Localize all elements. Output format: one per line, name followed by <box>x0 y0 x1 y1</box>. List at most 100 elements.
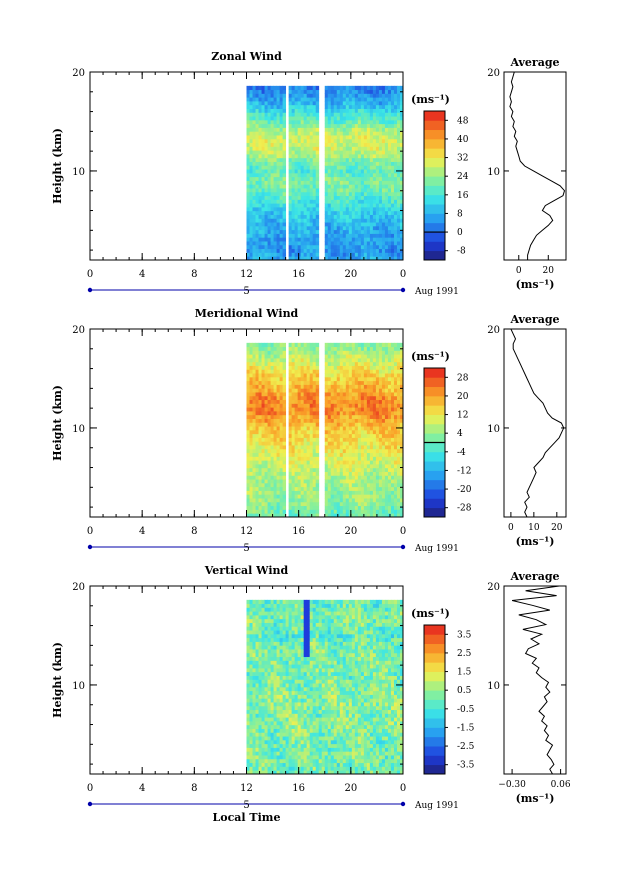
heatmap-cell <box>327 490 332 495</box>
heatmap-cell <box>390 207 395 212</box>
heatmap-cell <box>249 108 253 113</box>
heatmap-cell <box>261 127 265 132</box>
heatmap-cell <box>387 494 392 499</box>
heatmap-cell <box>354 225 359 231</box>
heatmap-cell <box>267 467 271 472</box>
heatmap-cell <box>294 218 299 223</box>
heatmap-cell <box>291 342 296 348</box>
heatmap-cell <box>330 384 335 389</box>
heatmap-cell <box>324 384 329 389</box>
heatmap-cell <box>378 403 383 408</box>
heatmap-cell <box>369 207 374 212</box>
heatmap-cell <box>258 89 262 94</box>
heatmap-cell <box>336 479 341 484</box>
heatmap-cell <box>330 203 335 208</box>
heatmap-cell <box>333 422 338 427</box>
heatmap-cell <box>342 127 347 132</box>
heatmap-cell <box>366 411 371 416</box>
heatmap-cell <box>372 358 377 363</box>
heatmap-cell <box>309 399 314 404</box>
heatmap-cell <box>315 509 320 514</box>
heatmap-cell <box>300 513 305 518</box>
x-tick-label: 12 <box>240 269 253 280</box>
heatmap-cell <box>399 237 404 242</box>
heatmap-cell <box>291 229 296 234</box>
heatmap-cell <box>333 509 338 514</box>
heatmap-cell <box>333 199 338 204</box>
heatmap-cell <box>258 135 262 140</box>
heatmap-cell <box>246 369 250 374</box>
heatmap-cell <box>357 445 362 450</box>
heatmap-cell <box>273 180 277 185</box>
heatmap-cell <box>372 354 377 359</box>
heatmap-cell <box>399 482 404 488</box>
heatmap-cell <box>390 448 395 454</box>
heatmap-cell <box>369 358 374 363</box>
heatmap-cell <box>276 399 281 404</box>
heatmap-cell <box>327 452 332 457</box>
heatmap-cell <box>333 104 338 109</box>
heatmap-cell <box>273 244 277 250</box>
heatmap-cell <box>246 407 250 412</box>
heatmap-cell <box>369 471 374 476</box>
heatmap-cell <box>381 437 386 442</box>
heatmap-cell <box>360 365 365 370</box>
y-tick-label: 10 <box>72 424 85 435</box>
heatmap-cell <box>279 93 284 98</box>
heatmap-cell <box>258 218 262 223</box>
heatmap-cell <box>249 180 253 185</box>
heatmap-cell <box>297 418 302 423</box>
heatmap-cell <box>315 237 320 242</box>
heatmap-cell <box>375 112 380 117</box>
heatmap-cell <box>312 505 317 510</box>
heatmap-cell <box>270 452 274 457</box>
heatmap-cell <box>324 433 329 438</box>
heatmap-cell <box>279 501 284 507</box>
heatmap-cell <box>336 154 341 159</box>
heatmap-cell <box>300 97 305 102</box>
heatmap-cell <box>258 403 262 408</box>
heatmap-cell <box>246 755 250 760</box>
heatmap-cell <box>381 108 386 113</box>
heatmap-cell <box>396 191 401 197</box>
heatmap-cell <box>387 244 392 250</box>
y-axis-label: Height (km) <box>51 385 64 461</box>
heatmap-cell <box>261 486 265 491</box>
heatmap-cell <box>270 191 274 197</box>
heatmap-cell <box>369 464 374 469</box>
heatmap-cell <box>279 407 284 412</box>
heatmap-cell <box>360 448 365 454</box>
colorbar-tick-label: 16 <box>457 191 469 201</box>
heatmap-cell <box>309 123 314 128</box>
heatmap-cell <box>399 479 404 484</box>
heatmap-cell <box>357 513 362 518</box>
heatmap-cell <box>267 199 271 204</box>
heatmap-cell <box>246 161 250 166</box>
heatmap-cell <box>264 146 268 151</box>
heatmap-cell <box>333 448 338 454</box>
heatmap-cell <box>342 399 347 404</box>
heatmap-cell <box>345 441 350 446</box>
heatmap-cell <box>366 384 371 389</box>
heatmap-cell <box>363 256 368 261</box>
heatmap-cell <box>276 395 281 401</box>
heatmap-cell <box>294 505 299 510</box>
heatmap-cell <box>294 426 299 431</box>
heatmap-cell <box>315 399 320 404</box>
heatmap-cell <box>246 154 250 159</box>
heatmap-cell <box>273 361 277 366</box>
heatmap-cell <box>357 191 362 197</box>
heatmap-cell <box>276 119 281 125</box>
heatmap-cell <box>297 384 302 389</box>
heatmap-cell <box>273 441 277 446</box>
heatmap-cell <box>306 501 311 507</box>
heatmap-cell <box>282 191 287 197</box>
heatmap-cell <box>255 191 259 197</box>
heatmap-cell <box>333 218 338 223</box>
heatmap-cell <box>282 108 287 113</box>
heatmap-cell <box>363 138 368 144</box>
heatmap-cell <box>399 248 404 253</box>
heatmap-cell <box>312 97 317 102</box>
heatmap-cell <box>396 244 401 250</box>
heatmap-cell <box>270 150 274 155</box>
